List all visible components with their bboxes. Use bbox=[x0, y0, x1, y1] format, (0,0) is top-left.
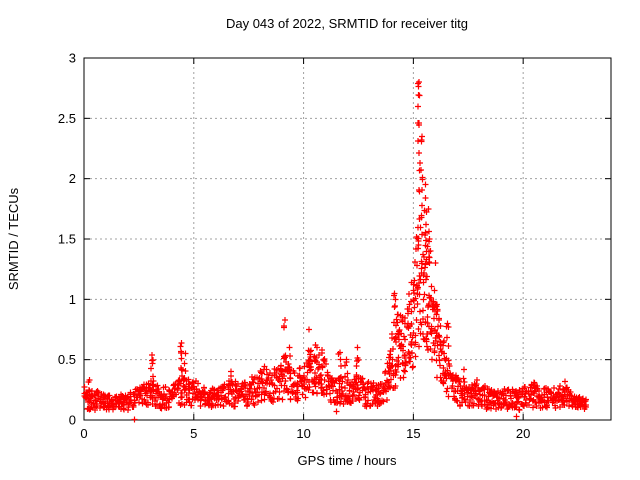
y-tick-label-0.5: 0.5 bbox=[58, 352, 76, 367]
x-tick-label-20: 20 bbox=[516, 426, 530, 441]
y-tick-label-0: 0 bbox=[69, 413, 76, 428]
y-tick-label-1.5: 1.5 bbox=[58, 232, 76, 247]
x-tick-label-0: 0 bbox=[80, 426, 87, 441]
y-tick-label-1: 1 bbox=[69, 292, 76, 307]
gridlines bbox=[85, 59, 610, 419]
x-axis-label: GPS time / hours bbox=[298, 453, 397, 468]
y-axis-label: SRMTID / TECUs bbox=[6, 187, 21, 290]
chart-title: Day 043 of 2022, SRMTID for receiver tit… bbox=[226, 16, 468, 31]
data-points-srmtid bbox=[81, 79, 589, 423]
x-tick-label-10: 10 bbox=[296, 426, 310, 441]
plot-border bbox=[83, 57, 612, 421]
x-tick-label-15: 15 bbox=[406, 426, 420, 441]
y-tick-label-2.5: 2.5 bbox=[58, 111, 76, 126]
tick-labels: 0 5 10 15 20 0 0.5 1 1.5 2 2.5 3 bbox=[58, 51, 530, 442]
y-tick-label-2: 2 bbox=[69, 171, 76, 186]
y-tick-label-3: 3 bbox=[69, 51, 76, 66]
x-tick-label-5: 5 bbox=[190, 426, 197, 441]
